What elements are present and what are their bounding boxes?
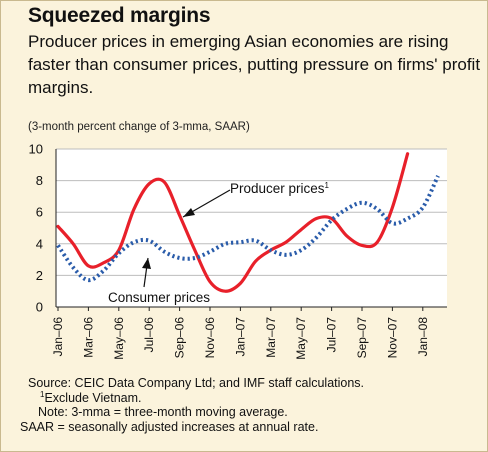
x-tick-label: Jan–08: [416, 317, 430, 357]
x-tick-label: Jul–06: [142, 317, 156, 353]
mma-note: Note: 3-mma = three-month moving average…: [38, 405, 288, 419]
plot-area: [56, 149, 447, 307]
units-note: (3-month percent change of 3-mma, SAAR): [28, 121, 250, 133]
chart-subtitle: Producer prices in emerging Asian econom…: [28, 32, 481, 97]
saar-note: SAAR = seasonally adjusted increases at …: [20, 419, 319, 434]
x-tick-label: Mar–07: [264, 317, 278, 358]
line-chart: 0 2 4 6 8 10 Jan–06 Mar–06 May–06 Jul–06 Sep–06 No…: [29, 142, 447, 360]
series-lines: [56, 152, 440, 293]
consumer-prices-line: [56, 174, 440, 283]
y-tick-label: 4: [36, 236, 43, 251]
producer-prices-line: [56, 152, 410, 293]
x-tick-label: Mar–06: [81, 317, 95, 358]
x-tick-label: Nov–07: [385, 317, 399, 359]
consumer-annotation: Consumer prices: [108, 290, 210, 305]
x-tick-label: May–07: [294, 317, 308, 360]
y-tick-label: 10: [29, 142, 43, 157]
consumer-arrowhead: [142, 258, 151, 269]
y-tick-label: 2: [36, 268, 43, 283]
x-tick-label: Nov–06: [203, 317, 217, 359]
x-tick-label: Sep–06: [173, 317, 187, 359]
chart-title: Squeezed margins: [28, 4, 211, 27]
y-tick-label: 8: [36, 173, 43, 188]
producer-annotation: Producer prices1: [230, 181, 330, 196]
source-note: Source: CEIC Data Company Ltd; and IMF s…: [28, 376, 365, 390]
y-axis-tick-labels: 0 2 4 6 8 10: [29, 142, 43, 315]
x-tick-label: Jan–07: [233, 317, 247, 357]
footnote: 1Exclude Vietnam.: [40, 389, 142, 405]
x-axis-tick-labels: Jan–06 Mar–06 May–06 Jul–06 Sep–06 Nov–06 Jan–…: [51, 317, 430, 360]
y-tick-label: 0: [36, 300, 43, 315]
notes-block: Source: CEIC Data Company Ltd; and IMF s…: [20, 376, 480, 434]
x-tick-label: Sep–07: [355, 317, 369, 359]
x-tick-label: Jul–07: [325, 317, 339, 353]
x-tick-label: Jan–06: [51, 317, 65, 357]
y-tick-label: 6: [36, 205, 43, 220]
x-tick-label: May–06: [112, 317, 126, 360]
producer-arrowhead: [183, 208, 195, 217]
